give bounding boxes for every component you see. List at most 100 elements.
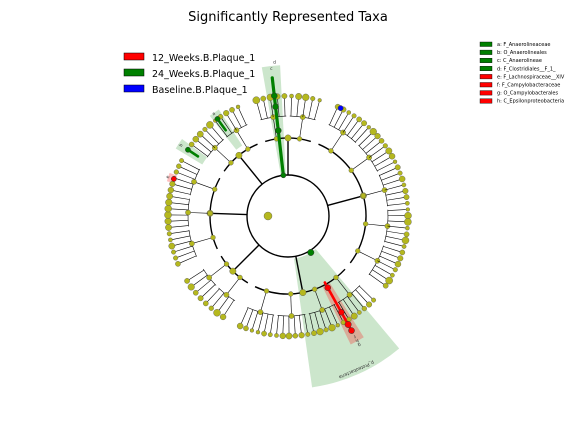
cladogram-tree [164, 93, 412, 340]
legend-swatch-12-weeks [123, 52, 145, 61]
tree-node [401, 236, 410, 245]
clade-label: h [354, 337, 360, 344]
tree-node [388, 153, 396, 160]
tree-branch [197, 279, 212, 292]
tree-branch [355, 289, 368, 304]
tree-node [165, 198, 173, 206]
tree-branch [295, 256, 304, 293]
tree-branch [368, 146, 384, 158]
taxa-key-swatch [479, 49, 493, 55]
legend-label: Baseline.B.Plaque_1 [152, 85, 248, 96]
tree-node [405, 225, 410, 231]
tree-node [302, 93, 310, 101]
tree-branch [362, 137, 377, 150]
tree-node [229, 107, 235, 113]
tree-node [196, 130, 204, 138]
taxa-key-swatch [479, 90, 493, 96]
tree-ring [246, 174, 330, 258]
tree-node [281, 93, 288, 99]
tree-node [355, 248, 361, 254]
tree-branch [371, 151, 388, 163]
tree-branch [260, 290, 267, 313]
taxa-key: a: F_Anaerolineaceae b: O_Anaerolinealesc… [479, 41, 565, 105]
tree-branch [365, 141, 381, 154]
tree-branch [264, 313, 269, 332]
tree-node [207, 210, 213, 216]
tree-branch [372, 269, 388, 280]
tree-branch [170, 225, 189, 228]
tree-node [398, 175, 406, 183]
tree-node [197, 295, 204, 302]
tree-branch [176, 178, 194, 185]
tree-branch [193, 145, 208, 157]
tree-node [288, 291, 294, 297]
tree-branch [206, 288, 220, 303]
tree-branch [236, 130, 249, 150]
tree-node [385, 276, 393, 285]
tree-branch [293, 315, 296, 334]
tree-branch [197, 140, 212, 153]
tree-node [316, 328, 324, 336]
tree-branch [296, 98, 299, 117]
tree-node [173, 255, 179, 261]
chart-title: Significantly Represented Taxa [188, 10, 388, 25]
tree-node [245, 146, 251, 152]
taxa-key-swatch [479, 58, 493, 63]
tree-branch [175, 245, 193, 252]
tree-branch [381, 173, 399, 181]
tree-branch [374, 265, 391, 275]
taxa-key-label: f: F_Campylobacteraceae [497, 83, 560, 89]
tree-branch [246, 309, 254, 327]
tree-node [299, 289, 307, 296]
tree-node [382, 282, 389, 289]
tree-branch [355, 128, 368, 143]
tree-branch [238, 108, 247, 126]
clade-label: c [270, 67, 273, 72]
clade-label: d [273, 59, 277, 65]
tree-branch [171, 230, 190, 234]
clade-shade-proteobacteria [293, 248, 400, 388]
tree-branch [365, 223, 388, 227]
tree-branch [351, 292, 364, 308]
clade-label: g [356, 341, 361, 347]
tree-branch [170, 220, 189, 222]
tree-branch [386, 197, 405, 201]
highlight-node [185, 146, 191, 153]
tree-node [167, 186, 174, 194]
tree-node [261, 330, 267, 337]
tree-branch [178, 172, 196, 180]
tree-node [187, 283, 195, 291]
tree-branch [299, 315, 302, 334]
tree-branch [282, 315, 284, 334]
tree-branch [214, 147, 232, 164]
taxa-key-swatch [479, 74, 493, 80]
tree-branch [387, 220, 406, 223]
tree-node [235, 151, 243, 159]
tree-branch [201, 135, 216, 149]
tree-branch [342, 299, 354, 315]
tree-branch [252, 311, 259, 329]
tree-branch [347, 296, 359, 312]
tree-node [164, 217, 172, 225]
tree-node [179, 158, 184, 163]
tree-node [237, 274, 243, 281]
tree-branch [363, 189, 385, 197]
tree-branch [172, 190, 191, 195]
tree-branch [347, 120, 359, 136]
tree-node [175, 261, 181, 267]
root-node [263, 211, 273, 221]
tree-branch [221, 118, 233, 134]
legend-item: 12_Weeks.B.Plaque_1 [123, 52, 255, 64]
tree-node [223, 292, 230, 298]
legend-swatch-24-weeks [123, 68, 145, 77]
tree-node [192, 135, 200, 143]
tree-branch [174, 184, 192, 190]
highlight-node [171, 176, 177, 182]
tree-branch [209, 263, 227, 278]
tree-node [401, 244, 407, 249]
tree-node [210, 234, 216, 241]
tree-branch [314, 289, 323, 311]
tree-branch [369, 273, 385, 285]
tree-node [394, 260, 402, 268]
tree-branch [308, 100, 313, 119]
